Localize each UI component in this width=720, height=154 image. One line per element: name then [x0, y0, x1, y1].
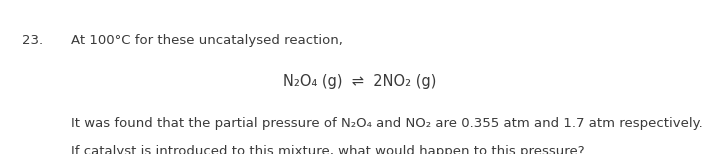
Text: N₂O₄ (g)  ⇌  2NO₂ (g): N₂O₄ (g) ⇌ 2NO₂ (g): [283, 74, 437, 89]
Text: It was found that the partial pressure of N₂O₄ and NO₂ are 0.355 atm and 1.7 atm: It was found that the partial pressure o…: [71, 117, 702, 130]
Text: If catalyst is introduced to this mixture, what would happen to this pressure?: If catalyst is introduced to this mixtur…: [71, 145, 584, 154]
Text: At 100°C for these uncatalysed reaction,: At 100°C for these uncatalysed reaction,: [71, 34, 343, 47]
Text: 23.: 23.: [22, 34, 42, 47]
